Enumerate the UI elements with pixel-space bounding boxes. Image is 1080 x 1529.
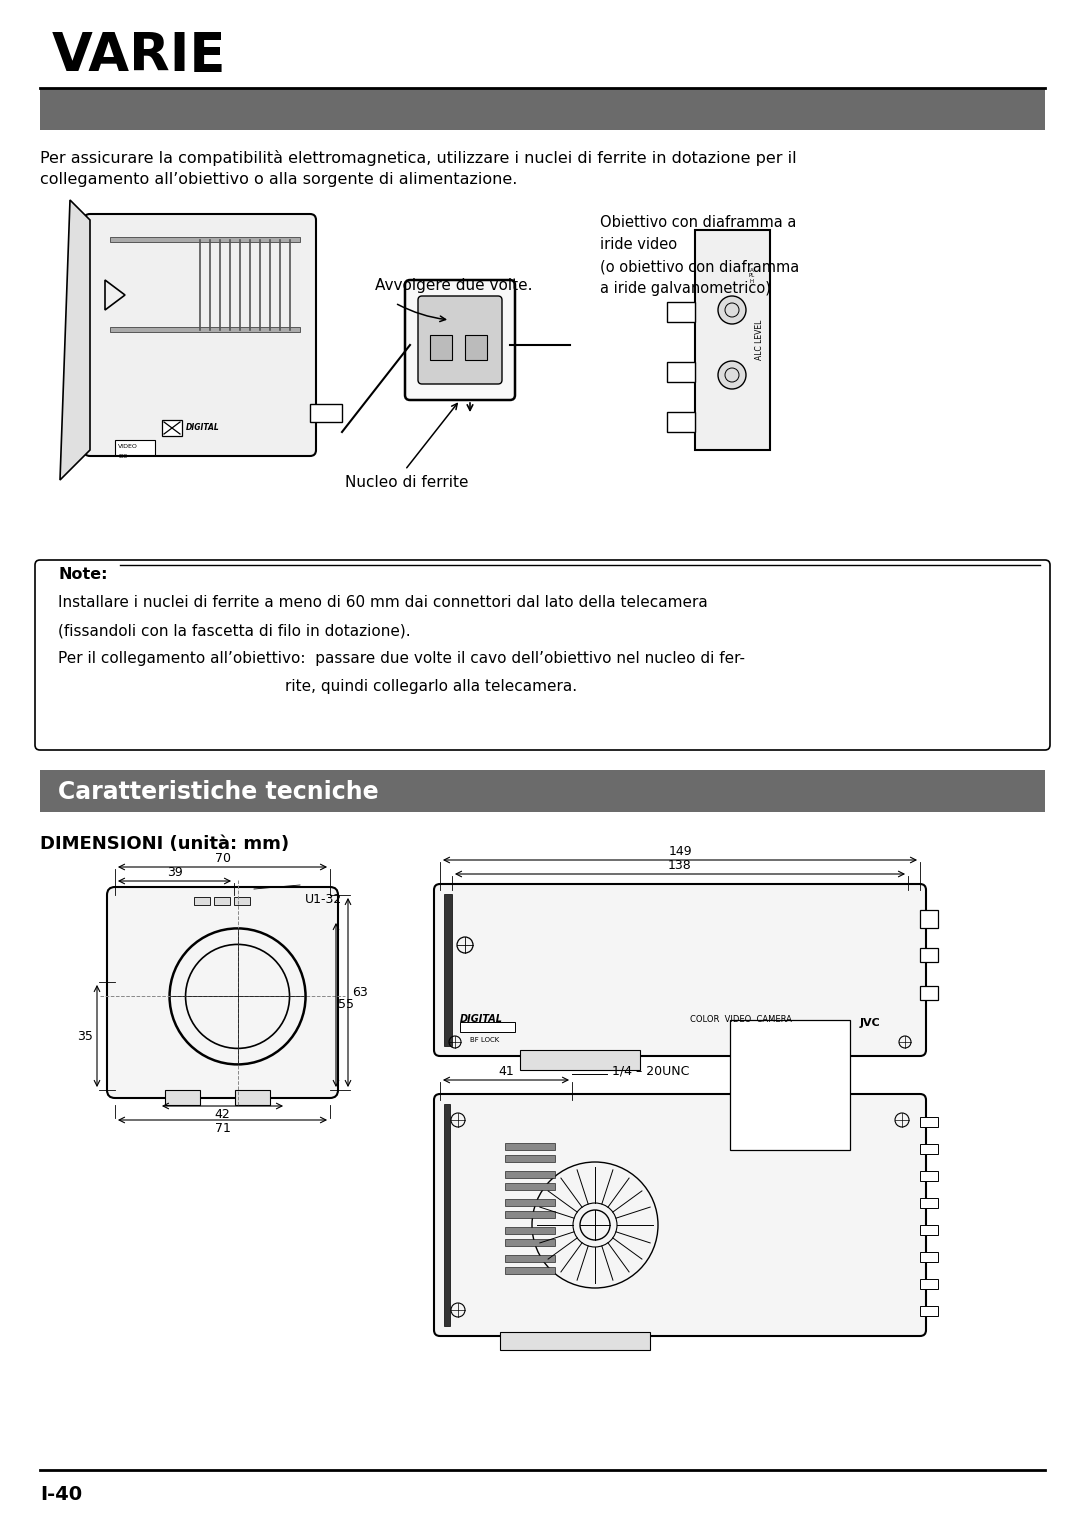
Bar [920, 910, 939, 928]
Bar [114, 440, 156, 456]
Text: ALC LEVEL: ALC LEVEL [756, 320, 765, 361]
FancyBboxPatch shape [107, 887, 338, 1098]
Bar [110, 237, 300, 242]
Text: DIGITAL: DIGITAL [460, 1014, 503, 1024]
Bar [162, 420, 183, 436]
Text: Caratteristiche tecniche: Caratteristiche tecniche [58, 780, 379, 804]
Bar [920, 986, 939, 1000]
Bar [505, 1238, 555, 1246]
Bar [505, 1171, 555, 1177]
Bar [920, 1225, 939, 1235]
FancyBboxPatch shape [405, 280, 515, 401]
Bar [40, 771, 1045, 812]
Bar [505, 1255, 555, 1261]
Bar [235, 1090, 270, 1105]
Bar [920, 1252, 939, 1261]
Text: 42: 42 [215, 1109, 230, 1121]
Bar [505, 1199, 555, 1206]
Bar [460, 1021, 515, 1032]
Text: Avvolgere due volte.: Avvolgere due volte. [375, 278, 532, 294]
Bar [920, 1118, 939, 1127]
FancyBboxPatch shape [434, 884, 926, 1057]
Bar [667, 303, 696, 323]
Text: Installare i nuclei di ferrite a meno di 60 mm dai connettori dal lato della tel: Installare i nuclei di ferrite a meno di… [58, 595, 707, 610]
Bar [920, 1306, 939, 1316]
Text: rite, quindi collegarlo alla telecamera.: rite, quindi collegarlo alla telecamera. [285, 679, 577, 694]
FancyBboxPatch shape [434, 1095, 926, 1336]
Bar [920, 1144, 939, 1154]
Bar [730, 1020, 850, 1150]
Bar [465, 335, 487, 359]
Text: A
PL
H: A PL H [748, 268, 755, 284]
Text: VARIE: VARIE [52, 31, 227, 83]
FancyBboxPatch shape [84, 214, 316, 456]
Text: 138: 138 [669, 859, 692, 872]
Text: BF LOCK: BF LOCK [470, 1037, 499, 1043]
Text: DC: DC [118, 454, 127, 459]
Circle shape [718, 297, 746, 324]
Bar [234, 898, 249, 905]
Text: (o obiettivo con diaframma: (o obiettivo con diaframma [600, 258, 799, 274]
Bar [500, 1332, 650, 1350]
Polygon shape [60, 200, 90, 480]
Bar [444, 1104, 450, 1326]
Text: Per il collegamento all’obiettivo:  passare due volte il cavo dell’obiettivo nel: Per il collegamento all’obiettivo: passa… [58, 651, 745, 667]
Bar [920, 1199, 939, 1208]
Text: DIGITAL: DIGITAL [186, 424, 219, 433]
Bar [920, 948, 939, 962]
Bar [696, 229, 770, 450]
Bar [165, 1090, 200, 1105]
Bar [667, 362, 696, 382]
Bar [505, 1144, 555, 1150]
Bar [430, 335, 453, 359]
Text: Note:: Note: [58, 567, 108, 583]
Text: Installazione dei nuclei di ferrite: Installazione dei nuclei di ferrite [58, 138, 491, 162]
Text: iride video: iride video [600, 237, 677, 252]
Text: JVC: JVC [860, 1018, 881, 1027]
Text: U1-32: U1-32 [305, 893, 342, 907]
Bar [310, 404, 342, 422]
Text: collegamento all’obiettivo o alla sorgente di alimentazione.: collegamento all’obiettivo o alla sorgen… [40, 171, 517, 187]
Text: Per assicurare la compatibilità elettromagnetica, utilizzare i nuclei di ferrite: Per assicurare la compatibilità elettrom… [40, 150, 797, 167]
Bar [110, 327, 300, 332]
Bar [519, 1050, 640, 1070]
Text: DIMENSIONI (unità: mm): DIMENSIONI (unità: mm) [40, 835, 289, 853]
Text: 39: 39 [166, 865, 183, 879]
Bar [505, 1211, 555, 1219]
Bar [444, 894, 453, 1046]
Bar [920, 1278, 939, 1289]
Text: 1/4 – 20UNC: 1/4 – 20UNC [612, 1066, 689, 1078]
Bar [505, 1183, 555, 1190]
Text: 55: 55 [338, 998, 354, 1012]
Text: 71: 71 [215, 1122, 230, 1135]
Text: Obiettivo con diaframma a: Obiettivo con diaframma a [600, 216, 796, 229]
Bar [194, 898, 210, 905]
Text: 63: 63 [352, 986, 368, 998]
FancyBboxPatch shape [35, 560, 1050, 751]
Bar [40, 89, 1045, 130]
Bar [505, 1154, 555, 1162]
Text: I-40: I-40 [40, 1485, 82, 1505]
Bar [920, 1171, 939, 1180]
Text: COLOR  VIDEO  CAMERA: COLOR VIDEO CAMERA [690, 1015, 792, 1024]
Circle shape [718, 361, 746, 388]
Text: VIDEO: VIDEO [118, 443, 138, 450]
Text: 35: 35 [77, 1029, 93, 1043]
Text: a iride galvanometrico): a iride galvanometrico) [600, 281, 771, 297]
Bar [667, 411, 696, 433]
Bar [214, 898, 230, 905]
Bar [505, 1268, 555, 1274]
Bar [505, 1226, 555, 1234]
Text: 41: 41 [498, 1066, 514, 1078]
FancyBboxPatch shape [418, 297, 502, 384]
Text: 149: 149 [669, 846, 692, 858]
Text: 70: 70 [215, 852, 230, 865]
Text: Nucleo di ferrite: Nucleo di ferrite [345, 476, 469, 489]
Text: (fissandoli con la fascetta di filo in dotazione).: (fissandoli con la fascetta di filo in d… [58, 622, 410, 638]
